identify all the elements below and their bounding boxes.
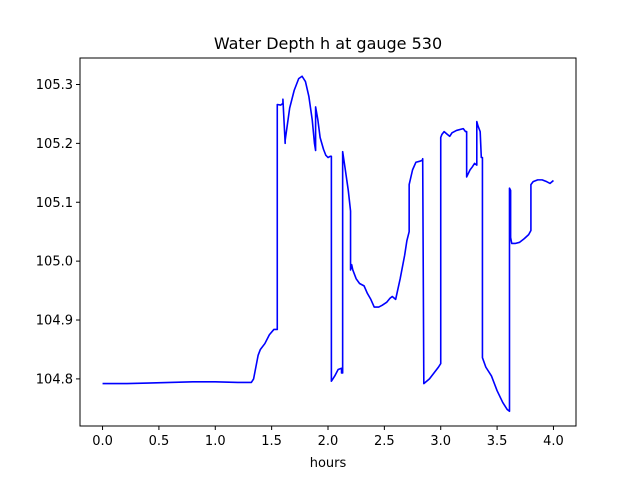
plot-area <box>102 75 554 413</box>
x-tick-label: 1.0 <box>205 434 226 449</box>
x-axis-label: hours <box>310 456 347 471</box>
series-line-0 <box>102 75 554 413</box>
y-tick-label: 105.0 <box>36 255 73 270</box>
x-tick-label: 2.0 <box>318 434 339 449</box>
chart-title: Water Depth h at gauge 530 <box>214 34 442 53</box>
x-tick-label: 1.5 <box>261 434 282 449</box>
y-tick-label: 104.9 <box>36 314 73 329</box>
x-axis-ticks: 0.0 0.5 1.0 1.5 2.0 2.5 3.0 3.5 4.0 <box>92 426 564 449</box>
y-tick-label: 105.1 <box>36 196 73 211</box>
plot-frame <box>79 57 577 427</box>
x-tick-label: 2.5 <box>374 434 395 449</box>
x-tick-label: 0.5 <box>149 434 170 449</box>
x-tick-label: 3.5 <box>487 434 508 449</box>
x-tick-label: 0.0 <box>92 434 113 449</box>
x-tick-label: 4.0 <box>543 434 564 449</box>
x-tick-label: 3.0 <box>430 434 451 449</box>
y-tick-label: 104.8 <box>36 372 73 387</box>
y-tick-label: 105.3 <box>36 78 73 93</box>
y-tick-label: 105.2 <box>36 137 73 152</box>
y-axis-ticks: 104.8 104.9 105.0 105.1 105.2 105.3 <box>36 78 80 387</box>
